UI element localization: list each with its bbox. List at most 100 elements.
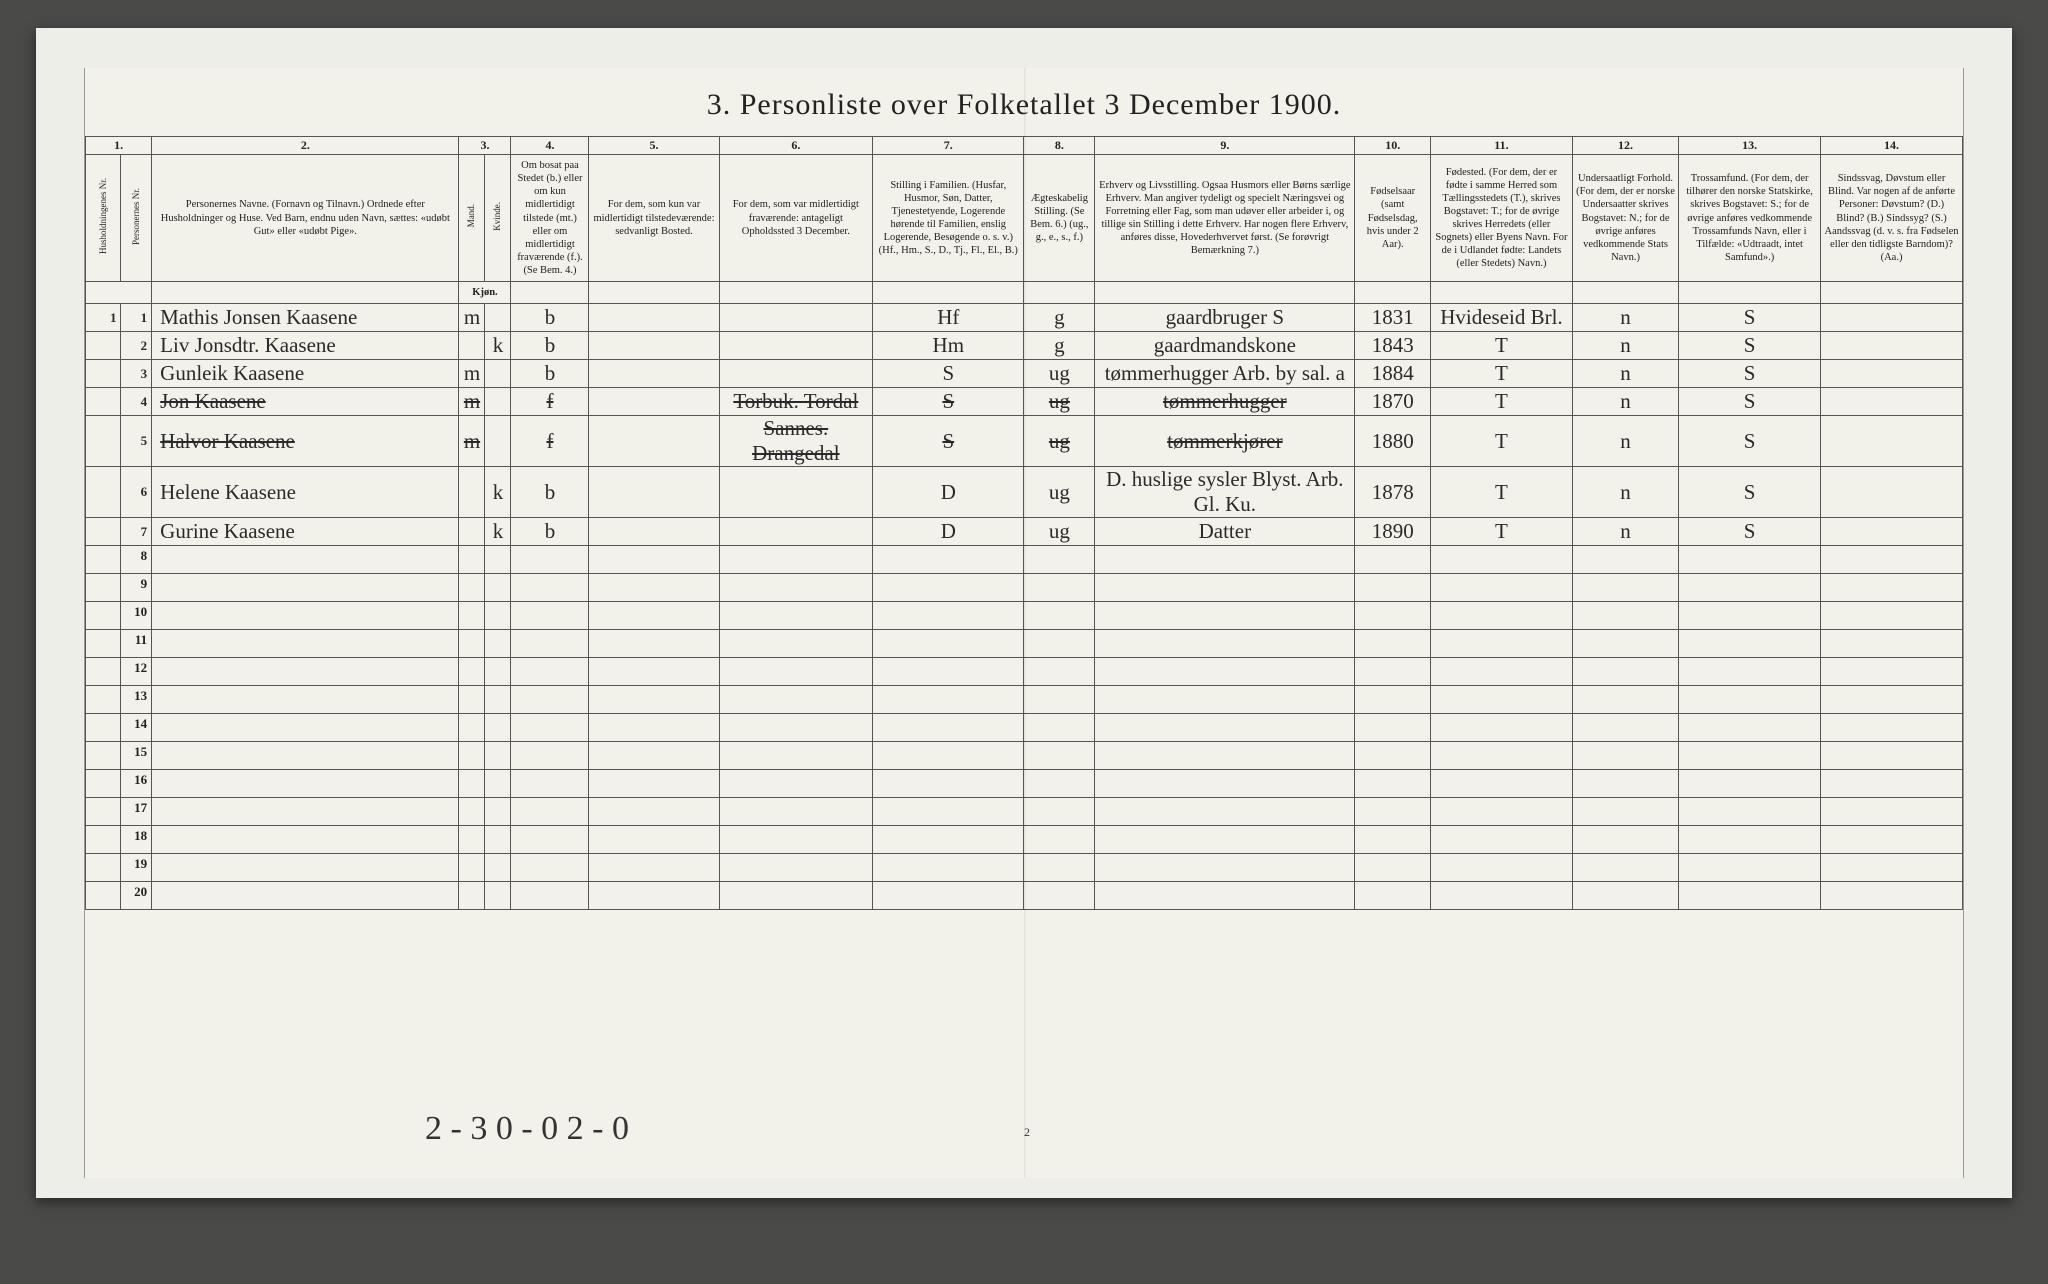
cell: n [1572,388,1678,416]
cell: k [485,467,511,518]
colnum-13: 13. [1679,137,1821,155]
person-number: 11 [121,630,152,658]
cell [1431,826,1573,854]
cell [719,546,873,574]
header-row: Husholdningenes Nr. Personernes Nr. Pers… [86,155,1963,282]
table-row: 11Mathis Jonsen KaasenembHfggaardbruger … [86,304,1963,332]
person-number: 15 [121,742,152,770]
cell [1355,742,1431,770]
cell: n [1572,467,1678,518]
cell [1024,658,1095,686]
table-row-empty: 16 [86,770,1963,798]
colnum-8: 8. [1024,137,1095,155]
cell: T [1431,467,1573,518]
person-number: 18 [121,826,152,854]
cell [152,742,459,770]
cell [1431,742,1573,770]
cell: f [511,416,589,467]
cell [511,658,589,686]
cell [1821,388,1963,416]
cell [719,467,873,518]
cell [152,630,459,658]
cell [1572,658,1678,686]
cell: D. huslige sysler Blyst. Arb. Gl. Ku. [1095,467,1355,518]
cell [1095,602,1355,630]
cell [1024,602,1095,630]
hdr-4: Om bosat paa Stedet (b.) eller om kun mi… [511,155,589,282]
household-number: 1 [86,304,121,332]
cell: n [1572,304,1678,332]
cell [1821,416,1963,467]
colnum-9: 9. [1095,137,1355,155]
cell [719,360,873,388]
cell [1572,602,1678,630]
person-number: 5 [121,416,152,467]
cell [485,854,511,882]
person-number: 1 [121,304,152,332]
cell [589,388,719,416]
cell [589,714,719,742]
household-number [86,518,121,546]
cell [459,686,485,714]
cell [152,574,459,602]
cell: D [873,467,1024,518]
cell [511,602,589,630]
cell: Datter [1095,518,1355,546]
colnum-2: 2. [152,137,459,155]
cell [589,467,719,518]
cell [511,770,589,798]
cell [1431,574,1573,602]
cell [719,518,873,546]
cell [719,332,873,360]
cell [873,546,1024,574]
census-table: 1. 2. 3. 4. 5. 6. 7. 8. 9. 10. 11. 12. 1… [85,136,1963,910]
cell [873,714,1024,742]
cell: S [873,416,1024,467]
cell: b [511,360,589,388]
colnum-12: 12. [1572,137,1678,155]
colnum-14: 14. [1821,137,1963,155]
cell: 1843 [1355,332,1431,360]
cell [1572,574,1678,602]
cell: S [873,388,1024,416]
household-number [86,602,121,630]
cell: k [485,518,511,546]
cell: n [1572,416,1678,467]
colnum-5: 5. [589,137,719,155]
cell [1431,630,1573,658]
cell: tømmerhugger Arb. by sal. a [1095,360,1355,388]
hdr-9: Erhverv og Livsstilling. Ogsaa Husmors e… [1095,155,1355,282]
cell [589,854,719,882]
table-row-empty: 12 [86,658,1963,686]
table-row-empty: 17 [86,798,1963,826]
hdr-10: Fødselsaar (samt Fødselsdag, hvis under … [1355,155,1431,282]
household-number [86,714,121,742]
cell [1572,546,1678,574]
cell [485,360,511,388]
cell [719,854,873,882]
colnum-4: 4. [511,137,589,155]
cell: n [1572,332,1678,360]
cell [589,658,719,686]
cell [1679,770,1821,798]
cell [1355,798,1431,826]
cell: Hm [873,332,1024,360]
cell: m [459,360,485,388]
hdr-3t: Kjøn. [459,282,511,304]
cell: S [1679,518,1821,546]
hdr-6: For dem, som var midlertidigt fraværende… [719,155,873,282]
person-name: Helene Kaasene [152,467,459,518]
cell [1355,602,1431,630]
hdr-1b: Personernes Nr. [121,155,152,282]
cell: T [1431,518,1573,546]
cell [1431,602,1573,630]
cell: 1890 [1355,518,1431,546]
table-row-empty: 19 [86,854,1963,882]
colnum-6: 6. [719,137,873,155]
cell: tømmerkjører [1095,416,1355,467]
cell [1821,467,1963,518]
cell [485,882,511,910]
cell [1821,602,1963,630]
cell [459,574,485,602]
cell [719,630,873,658]
